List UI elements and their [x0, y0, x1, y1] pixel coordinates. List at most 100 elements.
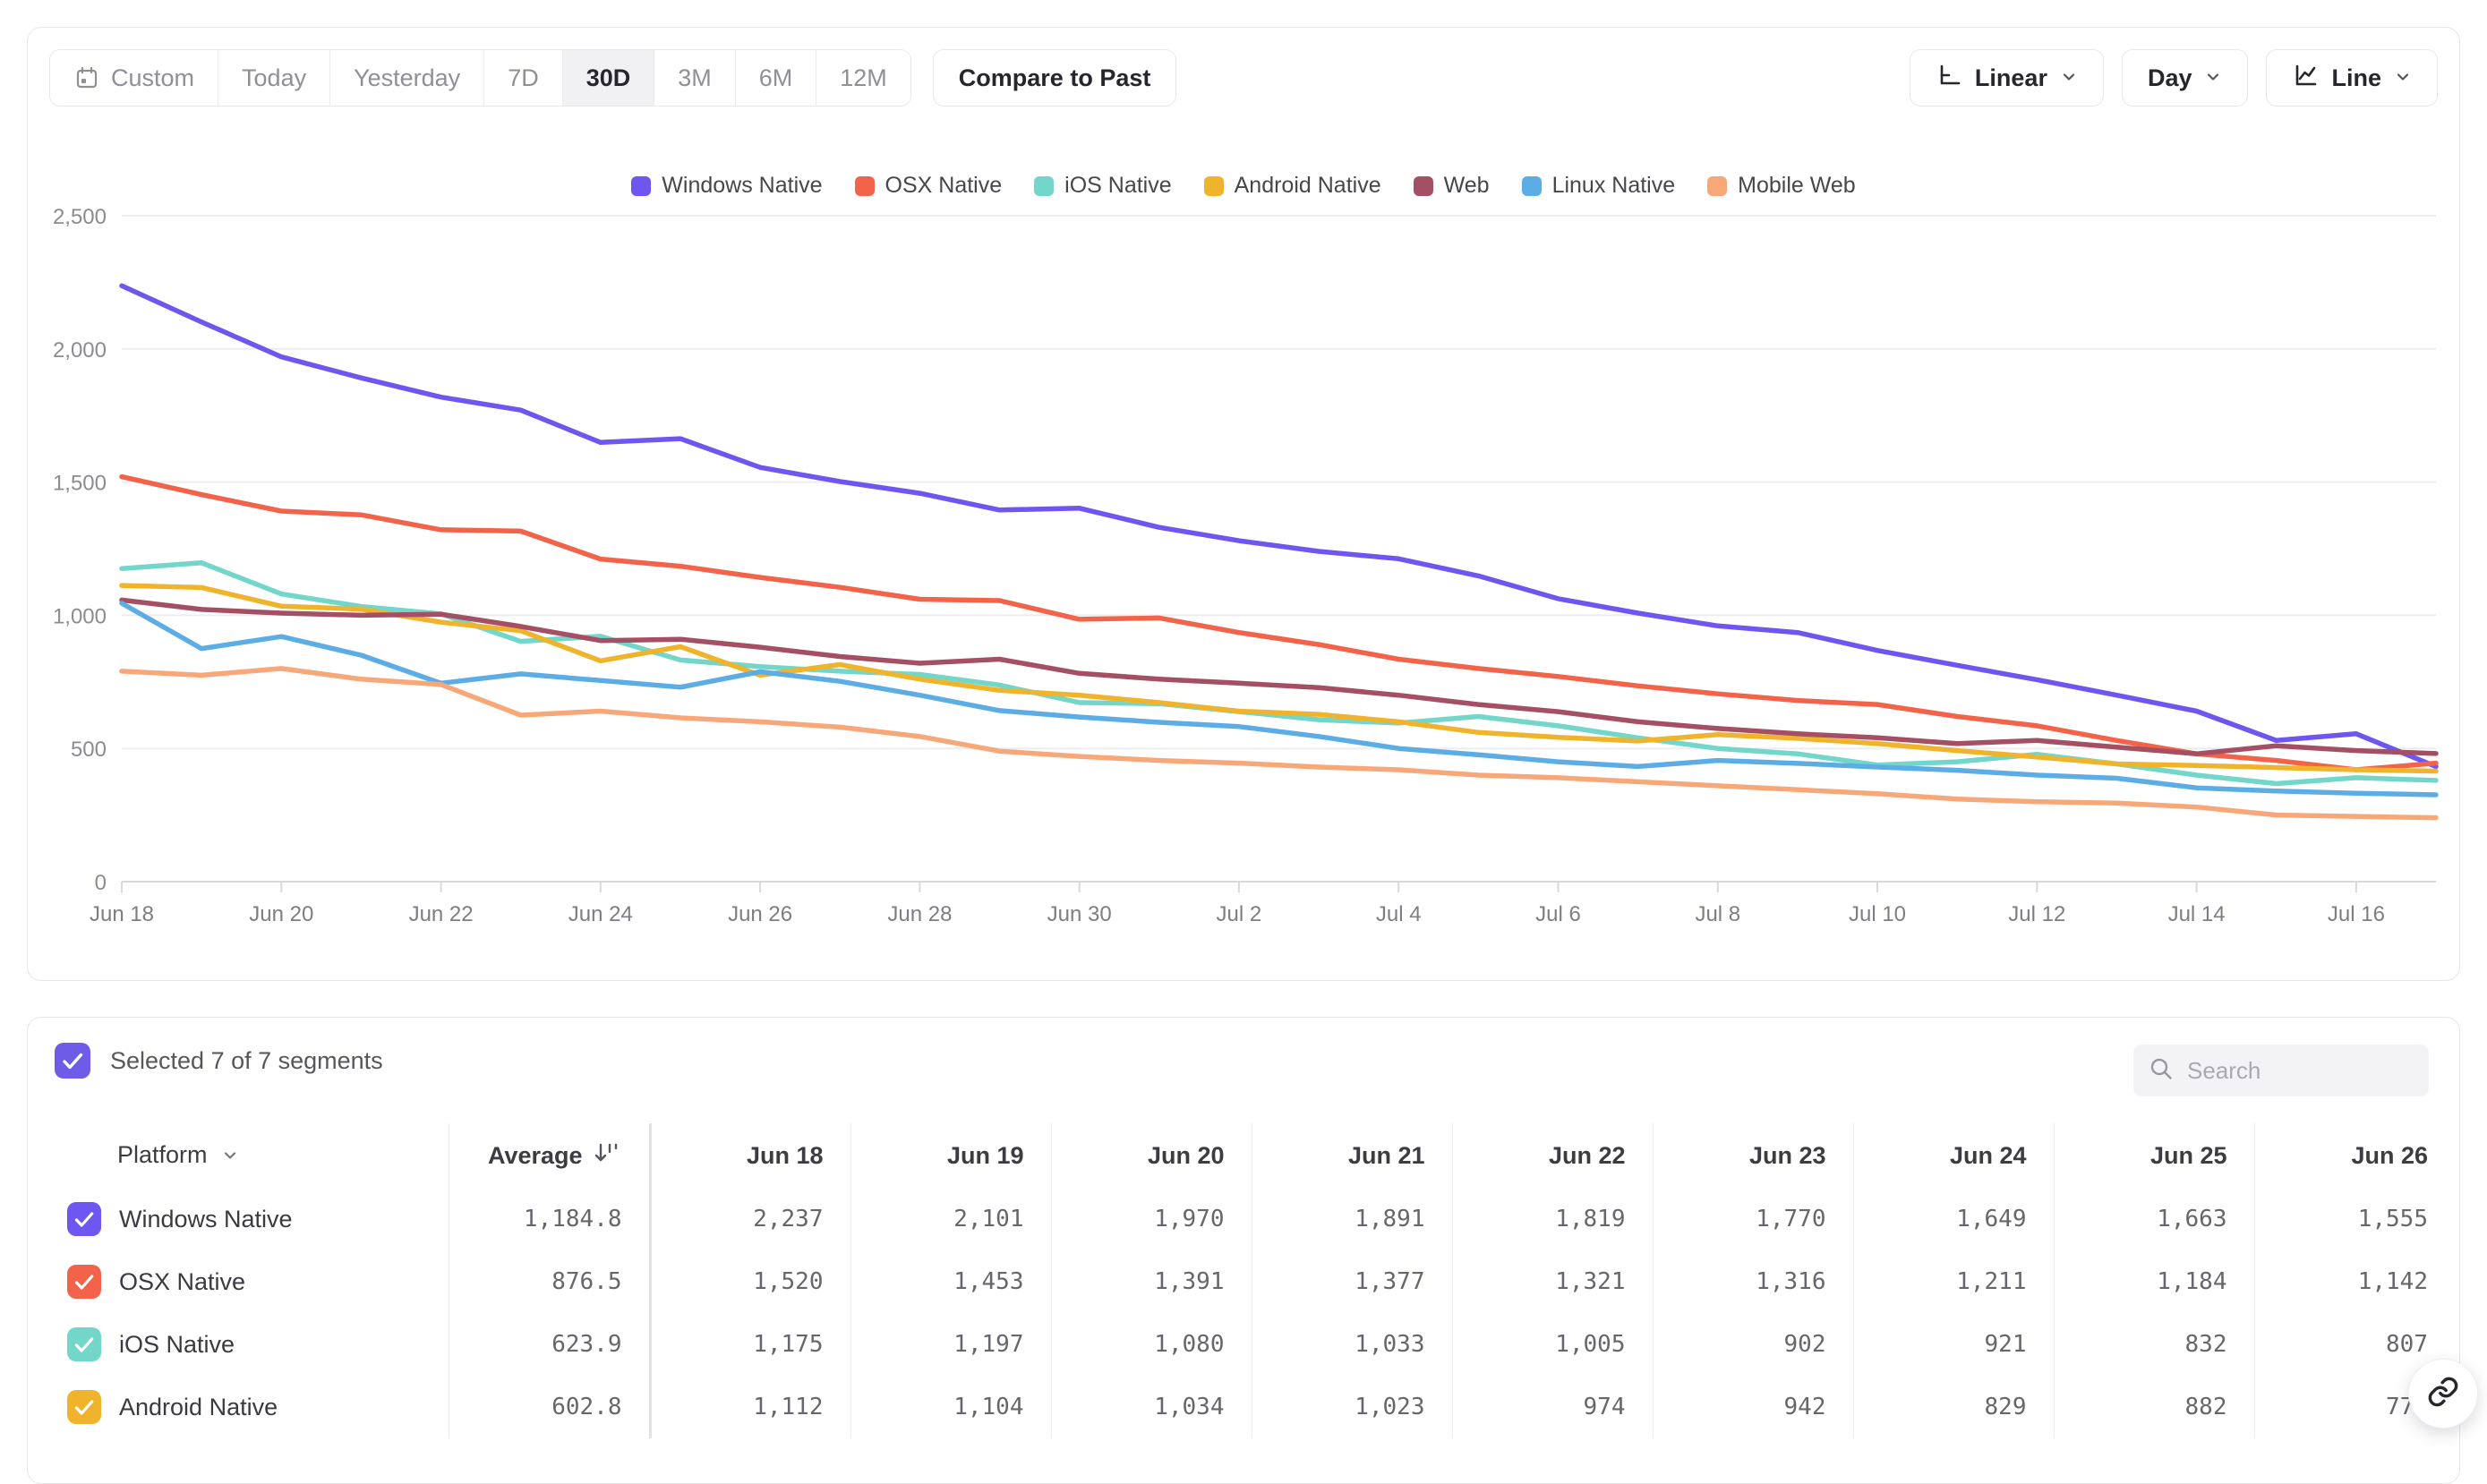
chevron-down-icon [2394, 64, 2412, 92]
x-tick-label: Jul 16 [2328, 902, 2385, 926]
date-column-header-jun-20[interactable]: Jun 20 [1050, 1123, 1252, 1188]
check-icon [74, 1400, 94, 1415]
chevron-down-icon [221, 1143, 239, 1170]
average-column-header[interactable]: Average [448, 1123, 650, 1188]
platform-column-header[interactable]: Platform [28, 1123, 449, 1188]
range-label: 12M [840, 64, 887, 91]
x-tick-label: Jul 10 [1849, 902, 1906, 926]
x-tick-label: Jul 8 [1695, 902, 1740, 926]
date-column-header-jun-22[interactable]: Jun 22 [1451, 1123, 1653, 1188]
search-input[interactable] [2187, 1056, 2414, 1085]
range-label: Today [242, 64, 307, 91]
value-cell: 829 [1852, 1376, 2054, 1438]
x-tick-label: Jun 28 [887, 902, 952, 926]
x-tick-label: Jun 30 [1047, 902, 1112, 926]
legend-swatch [1521, 175, 1542, 196]
range-12m[interactable]: 12M [816, 50, 910, 106]
series-osx-native[interactable] [119, 473, 2439, 772]
legend-item-mobile-web[interactable]: Mobile Web [1707, 173, 1856, 199]
date-column-header-jun-19[interactable]: Jun 19 [850, 1123, 1051, 1188]
average-cell: 876.5 [448, 1250, 650, 1313]
legend-item-web[interactable]: Web [1413, 173, 1490, 199]
check-icon [74, 1275, 94, 1290]
series-linux-native[interactable] [119, 601, 2439, 797]
sort-descending-icon[interactable] [592, 1139, 622, 1173]
table-header-row: Platform Average Jun 18 Jun 19 Jun 20 Jun 21… [28, 1123, 2455, 1188]
legend-label: Web [1443, 173, 1490, 198]
platform-checkbox[interactable] [67, 1265, 101, 1299]
range-label: 30D [585, 64, 631, 91]
legend-item-linux-native[interactable]: Linux Native [1521, 173, 1676, 199]
series-mobile-web[interactable] [119, 666, 2439, 821]
value-cell: 1,321 [1451, 1250, 1653, 1313]
range-label: 6M [758, 64, 793, 91]
average-cell: 602.8 [448, 1376, 650, 1438]
date-column-header-jun-21[interactable]: Jun 21 [1251, 1123, 1452, 1188]
value-cell: 1,970 [1050, 1188, 1252, 1250]
date-column-header-jun-25[interactable]: Jun 25 [2053, 1123, 2254, 1188]
segments-header: Selected 7 of 7 segments [55, 1043, 383, 1079]
platform-checkbox[interactable] [67, 1390, 101, 1424]
x-tick-label: Jul 2 [1217, 902, 1262, 926]
value-cell: 942 [1652, 1376, 1853, 1438]
range-3m[interactable]: 3M [654, 50, 736, 106]
platform-checkbox[interactable] [67, 1202, 101, 1236]
legend-item-windows-native[interactable]: Windows Native [631, 173, 823, 199]
legend-swatch [1413, 175, 1433, 196]
series-ios-native[interactable] [119, 560, 2439, 787]
range-yesterday[interactable]: Yesterday [330, 50, 485, 106]
legend-label: Windows Native [662, 173, 823, 198]
y-tick-label: 1,500 [53, 472, 107, 496]
search-icon [2148, 1055, 2175, 1087]
range-6m[interactable]: 6M [735, 50, 817, 106]
range-custom[interactable]: Custom [50, 50, 219, 106]
legend-item-ios-native[interactable]: iOS Native [1034, 173, 1172, 199]
value-cell: 2,237 [648, 1188, 850, 1250]
chart-type-dropdown[interactable]: Line [2266, 49, 2438, 107]
copy-link-button[interactable] [2408, 1359, 2478, 1429]
date-column-header-jun-23[interactable]: Jun 23 [1652, 1123, 1853, 1188]
chart-card: Custom Today Yesterday 7D 30D 3M 6M 12M Compare… [27, 27, 2460, 981]
chart-legend: Windows Native OSX Native iOS Native Androi… [28, 173, 2459, 199]
range-today[interactable]: Today [218, 50, 331, 106]
table-row-windows-native: Windows Native 1,184.8 2,237 2,101 1,970 1,89… [28, 1188, 2455, 1250]
range-7d[interactable]: 7D [484, 50, 563, 106]
select-all-checkbox[interactable] [55, 1043, 90, 1079]
table-row-android-native: Android Native 602.8 1,112 1,104 1,034 1,023 9… [28, 1376, 2455, 1438]
line-chart: 0 500 1,000 1,500 2,000 2,500 Jun 18 Jun 20 Jun … [53, 205, 2439, 926]
platform-header-label: Platform [117, 1140, 208, 1168]
legend-label: Linux Native [1551, 173, 1676, 198]
date-column-header-jun-24[interactable]: Jun 24 [1852, 1123, 2054, 1188]
date-range-control: Custom Today Yesterday 7D 30D 3M 6M 12M [49, 49, 911, 107]
chevron-down-icon [2204, 64, 2222, 92]
scale-dropdown[interactable]: Linear [1909, 49, 2104, 107]
platform-name: Android Native [119, 1393, 278, 1420]
compare-to-past-button[interactable]: Compare to Past [932, 49, 1177, 107]
value-cell: 1,649 [1852, 1188, 2054, 1250]
series-windows-native[interactable] [119, 283, 2439, 770]
range-30d[interactable]: 30D [562, 50, 655, 106]
value-cell: 921 [1852, 1313, 2054, 1376]
value-cell: 1,033 [1251, 1313, 1452, 1376]
value-cell: 1,770 [1652, 1188, 1853, 1250]
date-column-header-jun-18[interactable]: Jun 18 [648, 1123, 850, 1188]
range-label: Custom [111, 64, 195, 91]
y-tick-label: 500 [71, 738, 107, 762]
value-cell: 1,197 [850, 1313, 1051, 1376]
series-web[interactable] [119, 597, 2439, 756]
calendar-icon [73, 64, 100, 91]
series-android-native[interactable] [119, 583, 2439, 774]
chevron-down-icon [2060, 64, 2078, 92]
interval-dropdown[interactable]: Day [2121, 49, 2249, 107]
value-cell: 1,663 [2053, 1188, 2254, 1250]
x-tick-label: Jun 26 [728, 902, 792, 926]
value-cell: 1,104 [850, 1376, 1051, 1438]
y-tick-label: 2,500 [53, 205, 107, 229]
date-column-header-jun-26[interactable]: Jun 26 [2253, 1123, 2455, 1188]
platform-name: iOS Native [119, 1330, 235, 1358]
legend-item-osx-native[interactable]: OSX Native [854, 173, 1002, 199]
value-cell: 974 [1451, 1376, 1653, 1438]
value-cell: 2,101 [850, 1188, 1051, 1250]
legend-item-android-native[interactable]: Android Native [1203, 173, 1381, 199]
platform-checkbox[interactable] [67, 1327, 101, 1361]
